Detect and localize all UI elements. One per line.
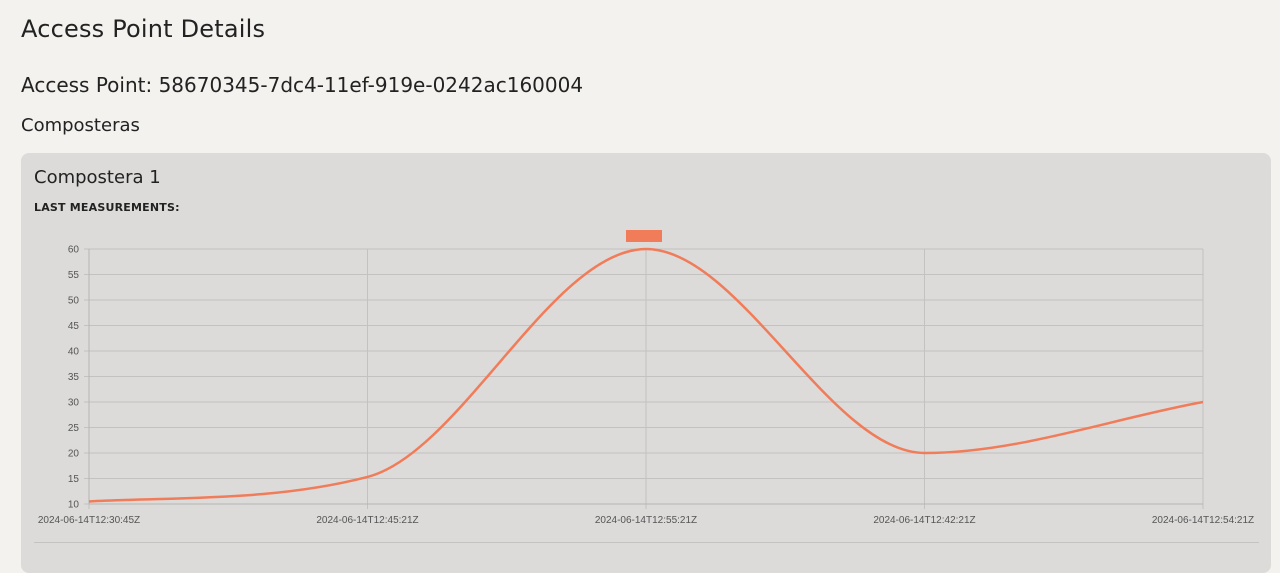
measurements-chart: 10 15 20 25 30 35 40 45 50 55 60 2024-06-14T12:30:4…	[38, 230, 1254, 526]
card-divider	[34, 542, 1259, 543]
y-tick-label: 20	[68, 449, 80, 460]
compostera-card: Compostera 1 LAST MEASUREMENTS: 10 15 20 25…	[21, 153, 1271, 573]
y-tick-label: 10	[68, 500, 80, 511]
y-tick-label: 25	[68, 423, 80, 434]
last-measurements-label: LAST MEASUREMENTS:	[34, 201, 180, 214]
y-tick-label: 35	[68, 372, 80, 383]
x-tick-label: 2024-06-14T12:42:21Z	[873, 515, 975, 526]
y-tick-label: 55	[68, 270, 80, 281]
y-tick-label: 45	[68, 321, 80, 332]
x-tick-label: 2024-06-14T12:30:45Z	[38, 515, 140, 526]
series-line	[88, 247, 1204, 503]
y-tick-label: 60	[68, 245, 80, 256]
y-tick-label: 40	[68, 347, 80, 358]
y-tick-label: 15	[68, 474, 80, 485]
y-tick-label: 50	[68, 296, 80, 307]
section-heading-composteras: Composteras	[21, 115, 140, 136]
x-tick-label: 2024-06-14T12:54:21Z	[1152, 515, 1254, 526]
card-title: Compostera 1	[34, 167, 161, 188]
legend-swatch	[626, 230, 662, 242]
access-point-heading: Access Point: 58670345-7dc4-11ef-919e-02…	[21, 73, 584, 97]
x-tick-label: 2024-06-14T12:45:21Z	[316, 515, 418, 526]
page-title: Access Point Details	[21, 15, 266, 43]
x-tick-label: 2024-06-14T12:55:21Z	[595, 515, 697, 526]
y-tick-label: 30	[68, 398, 80, 409]
